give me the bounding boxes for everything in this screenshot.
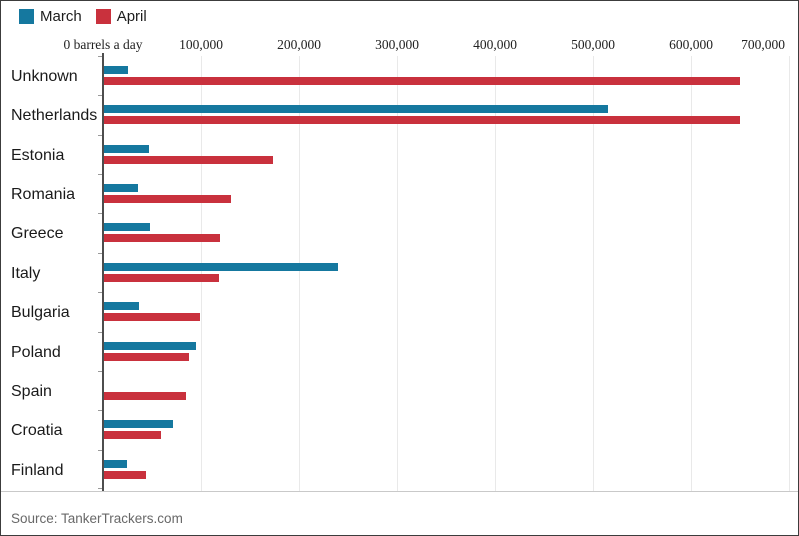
x-axis-tick-label: 400,000 [473,37,517,52]
march-color-swatch [19,9,34,24]
april-bar [103,195,232,204]
category-label: Netherlands [11,107,98,125]
legend: March April [19,8,161,25]
march-bar [103,223,150,232]
april-color-swatch [95,9,111,24]
march-bar [103,105,608,114]
x-axis-tick-label: 700,000 [741,37,785,52]
category-label: Romania [11,186,76,204]
april-bar [103,116,740,125]
plot-bottom-rule [1,491,798,492]
april-bar [103,431,161,440]
legend-item-march: March [19,8,82,25]
april-bar [103,234,220,243]
march-bar [103,262,339,271]
x-axis-tick-label: 500,000 [571,37,615,52]
march-bar [103,144,150,153]
march-bar [103,184,139,193]
gridline [691,56,692,491]
legend-label-march: March [40,8,82,25]
march-bar [103,459,127,468]
gridline [299,56,300,491]
category-boundary-tick [98,488,104,489]
april-bar [103,155,273,164]
category-boundary-tick [98,95,104,97]
legend-label-april: April [116,8,147,25]
x-axis-tick-label: 200,000 [277,37,321,52]
category-boundary-tick [98,213,104,215]
april-bar [103,470,147,479]
legend-item-april: April [95,8,147,25]
gridline [495,56,496,491]
march-bar [103,66,128,74]
april-bar [103,77,740,85]
x-axis-tick-label: 300,000 [375,37,419,52]
x-axis-tick-label: 100,000 [179,37,223,52]
april-bar [103,391,187,400]
april-bar [103,352,190,361]
category-boundary-tick [98,292,104,294]
category-boundary-tick [98,449,104,451]
march-bar [103,341,197,350]
y-axis-line [102,53,104,491]
category-boundary-tick [98,174,104,176]
april-bar [103,313,200,322]
april-bar [103,273,219,282]
march-bar [103,420,173,429]
category-label: Bulgaria [11,304,70,322]
category-boundary-tick [98,410,104,412]
gridline [789,56,790,491]
x-axis-tick-label: 600,000 [669,37,713,52]
category-label: Poland [11,343,61,361]
category-boundary-tick [98,331,104,333]
march-bar [103,302,140,311]
category-boundary-tick [98,134,104,136]
gridline [397,56,398,491]
category-boundary-tick [98,370,104,372]
category-boundary-tick [98,252,104,254]
category-boundary-tick [98,56,104,57]
category-label: Spain [11,382,52,400]
category-label: Greece [11,225,64,243]
category-label: Estonia [11,146,65,164]
gridline [593,56,594,491]
gridline [201,56,202,491]
category-label: Finland [11,461,64,479]
source-text: Source: TankerTrackers.com [11,511,183,526]
category-label: Unknown [11,68,78,85]
category-label: Italy [11,264,41,282]
x-axis-tick-label: 0 barrels a day [63,37,143,52]
category-label: Croatia [11,422,63,440]
